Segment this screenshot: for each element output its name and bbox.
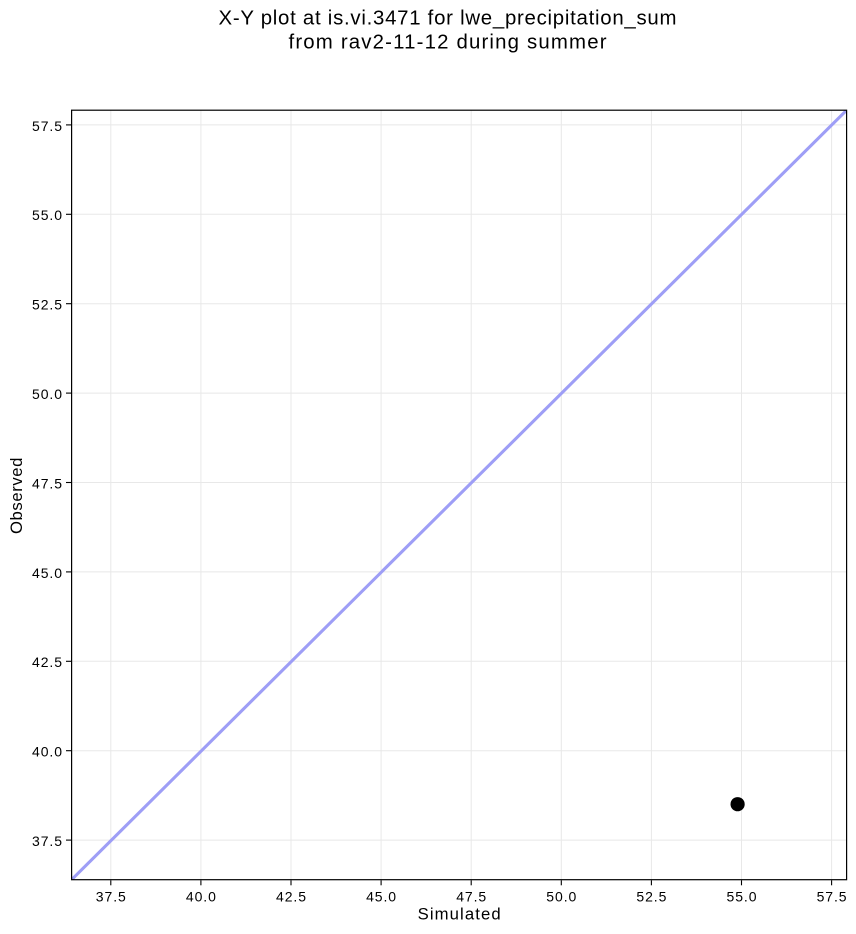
svg-text:47.5: 47.5: [32, 475, 62, 491]
svg-text:Simulated: Simulated: [418, 905, 501, 924]
svg-text:50.0: 50.0: [32, 386, 62, 402]
svg-text:55.0: 55.0: [32, 207, 62, 223]
svg-text:52.5: 52.5: [636, 888, 666, 904]
svg-text:52.5: 52.5: [32, 297, 62, 313]
svg-text:42.5: 42.5: [276, 888, 306, 904]
svg-text:50.0: 50.0: [546, 888, 576, 904]
svg-text:45.0: 45.0: [366, 888, 396, 904]
svg-text:55.0: 55.0: [727, 888, 757, 904]
svg-text:37.5: 37.5: [96, 888, 126, 904]
svg-text:40.0: 40.0: [186, 888, 216, 904]
svg-text:40.0: 40.0: [32, 744, 62, 760]
svg-text:42.5: 42.5: [32, 654, 62, 670]
svg-text:47.5: 47.5: [456, 888, 486, 904]
svg-text:Observed: Observed: [7, 458, 26, 535]
svg-text:from rav2-11-12 during summer: from rav2-11-12 during summer: [289, 31, 607, 53]
svg-text:X-Y plot at is.vi.3471 for lwe: X-Y plot at is.vi.3471 for lwe_precipita…: [219, 8, 677, 30]
svg-text:45.0: 45.0: [32, 565, 62, 581]
svg-text:37.5: 37.5: [32, 833, 62, 849]
svg-text:57.5: 57.5: [817, 888, 847, 904]
svg-text:57.5: 57.5: [32, 118, 62, 134]
